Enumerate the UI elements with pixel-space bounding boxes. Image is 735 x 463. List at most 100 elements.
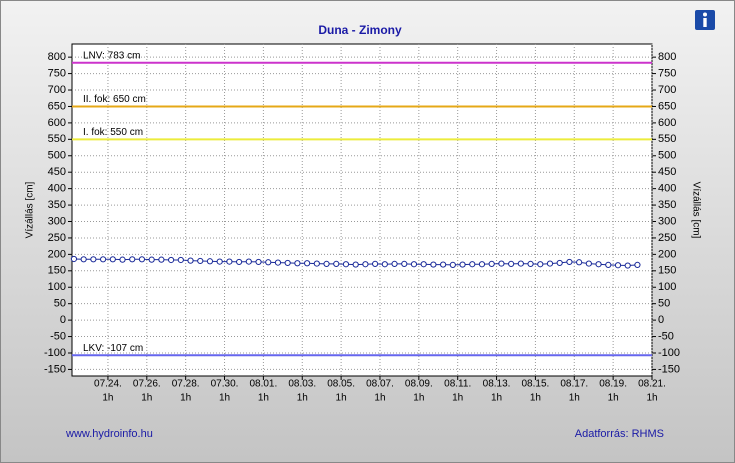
data-point <box>420 261 427 268</box>
data-point <box>109 256 116 263</box>
x-tick-label: 08.13. <box>483 379 511 390</box>
data-point <box>274 259 282 266</box>
y-tick-label: -50 <box>50 330 66 342</box>
y2-tick-label: 750 <box>658 67 676 79</box>
data-point <box>517 260 524 267</box>
y-tick-label: 250 <box>48 232 66 244</box>
y2-tick-label: 350 <box>658 199 676 211</box>
y-tick-label: 50 <box>54 298 66 310</box>
data-point <box>167 256 175 264</box>
x-tick-sublabel: 1h <box>102 393 113 404</box>
data-point <box>478 261 486 268</box>
data-point <box>362 261 369 268</box>
x-tick-label: 08.03. <box>288 379 316 390</box>
y-tick-label: 700 <box>48 84 66 96</box>
data-point <box>236 258 243 266</box>
data-point <box>556 259 563 267</box>
y-tick-label: -100 <box>44 347 66 359</box>
data-point <box>323 260 330 268</box>
x-tick-sublabel: 1h <box>452 393 463 404</box>
y-tick-label: 800 <box>48 51 66 63</box>
footer-left: www.hydroinfo.hu <box>65 428 153 440</box>
y-tick-label: 550 <box>48 133 66 145</box>
y-tick-label: 600 <box>48 117 66 129</box>
data-point <box>342 261 350 268</box>
data-point <box>595 261 602 268</box>
data-point <box>498 260 505 267</box>
x-tick-sublabel: 1h <box>491 393 502 404</box>
x-tick-label: 08.21. <box>638 379 666 390</box>
data-point <box>304 260 311 267</box>
y-tick-label: 150 <box>48 265 66 277</box>
y2-axis-label: Vízállás [cm] <box>690 182 701 239</box>
y2-tick-label: -50 <box>658 330 674 342</box>
data-point <box>508 260 515 268</box>
data-point <box>226 258 233 265</box>
y2-tick-label: 700 <box>658 84 676 96</box>
x-tick-label: 08.17. <box>560 379 588 390</box>
x-tick-sublabel: 1h <box>413 393 424 404</box>
x-tick-sublabel: 1h <box>374 393 385 404</box>
data-point <box>585 260 592 267</box>
y2-tick-label: 450 <box>658 166 676 178</box>
data-point <box>459 261 466 268</box>
data-point <box>372 260 379 268</box>
x-tick-sublabel: 1h <box>608 393 619 404</box>
y2-tick-label: 200 <box>658 248 676 260</box>
y2-tick-label: 100 <box>658 281 676 293</box>
y2-tick-label: 800 <box>658 51 676 63</box>
data-point <box>440 261 447 268</box>
data-point <box>70 255 78 263</box>
reference-label: LNV: 783 cm <box>83 50 140 61</box>
x-tick-sublabel: 1h <box>219 393 230 404</box>
y-tick-label: -150 <box>44 363 66 375</box>
data-point <box>546 260 554 267</box>
data-point <box>449 261 456 268</box>
x-tick-sublabel: 1h <box>258 393 269 404</box>
data-point <box>90 256 97 263</box>
y2-tick-label: 500 <box>658 150 676 162</box>
data-point <box>148 256 155 263</box>
y-tick-label: 100 <box>48 281 66 293</box>
data-point <box>138 256 146 263</box>
data-point <box>391 260 398 268</box>
data-point <box>206 258 214 265</box>
y-tick-label: 200 <box>48 248 66 260</box>
chart-title: Duna - Zimony <box>318 23 402 37</box>
data-point <box>265 259 272 266</box>
data-point <box>216 258 223 265</box>
data-point <box>313 260 320 267</box>
x-tick-label: 08.15. <box>522 379 550 390</box>
data-point <box>255 258 262 266</box>
x-tick-label: 07.24. <box>94 379 122 390</box>
reference-label: II. fok: 650 cm <box>83 94 146 105</box>
data-point <box>119 256 126 263</box>
y-tick-label: 650 <box>48 100 66 112</box>
data-point <box>430 261 437 268</box>
info-icon[interactable] <box>695 10 715 30</box>
data-point <box>624 262 631 269</box>
footer-right: Adatforrás: RHMS <box>575 428 664 440</box>
data-point <box>187 257 194 264</box>
y2-tick-label: 50 <box>658 298 670 310</box>
data-point <box>381 261 388 268</box>
data-point <box>333 260 340 268</box>
data-point <box>99 256 107 263</box>
x-tick-label: 08.19. <box>599 379 627 390</box>
y-tick-label: 750 <box>48 67 66 79</box>
y2-tick-label: 650 <box>658 100 676 112</box>
y-tick-label: 0 <box>60 314 66 326</box>
data-point <box>158 256 165 263</box>
data-point <box>527 260 534 268</box>
data-point <box>634 261 641 268</box>
data-point <box>294 260 301 267</box>
y2-tick-label: 600 <box>658 117 676 129</box>
data-point <box>537 261 544 268</box>
data-point <box>177 256 184 264</box>
y-tick-label: 350 <box>48 199 66 211</box>
y2-tick-label: -150 <box>658 363 680 375</box>
data-point <box>352 261 359 268</box>
y2-tick-label: 300 <box>658 215 676 227</box>
plot-area <box>71 43 653 377</box>
x-tick-sublabel: 1h <box>297 393 308 404</box>
